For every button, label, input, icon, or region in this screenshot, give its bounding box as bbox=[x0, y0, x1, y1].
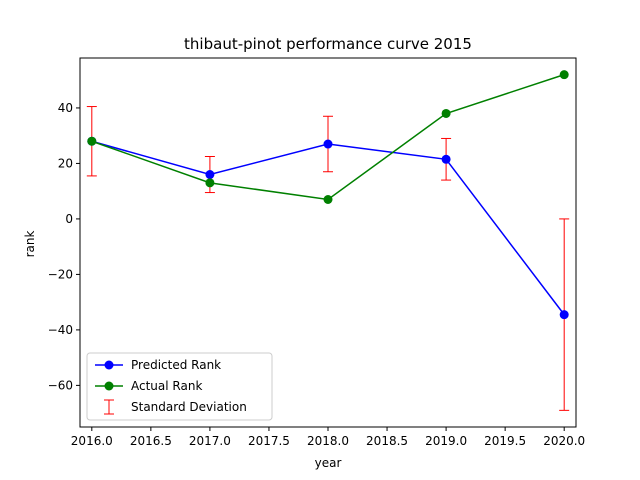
x-tick-label: 2017.5 bbox=[248, 434, 290, 448]
series-point-1 bbox=[323, 194, 333, 204]
legend-box bbox=[86, 352, 273, 421]
y-tick-label: −60 bbox=[48, 378, 73, 392]
legend-marker-handle bbox=[104, 360, 114, 370]
legend-label: Actual Rank bbox=[131, 379, 202, 393]
y-tick-label: 0 bbox=[65, 212, 73, 226]
x-tick-label: 2020.0 bbox=[543, 434, 585, 448]
x-tick-label: 2019.5 bbox=[484, 434, 526, 448]
series-point-1 bbox=[441, 108, 451, 118]
x-tick-label: 2018.0 bbox=[307, 434, 349, 448]
series-point-0 bbox=[559, 310, 569, 320]
y-tick-label: 20 bbox=[58, 156, 73, 170]
series-point-1 bbox=[205, 178, 215, 188]
legend-marker-handle bbox=[104, 381, 114, 391]
x-tick-label: 2017.0 bbox=[189, 434, 231, 448]
series-point-1 bbox=[87, 136, 97, 146]
x-tick-label: 2016.5 bbox=[130, 434, 172, 448]
x-tick-label: 2019.0 bbox=[425, 434, 467, 448]
series-point-0 bbox=[205, 170, 215, 180]
y-axis-title: rank bbox=[23, 231, 37, 258]
y-tick-label: −20 bbox=[48, 267, 73, 281]
x-axis-title: year bbox=[315, 456, 342, 470]
chart-title: thibaut-pinot performance curve 2015 bbox=[184, 35, 472, 53]
legend: Predicted Rank Actual Rank Standard Deviat… bbox=[86, 352, 273, 421]
legend-label: Predicted Rank bbox=[131, 358, 221, 372]
x-tick-label: 2016.0 bbox=[71, 434, 113, 448]
series-point-0 bbox=[323, 139, 333, 149]
series-point-0 bbox=[441, 154, 451, 164]
legend-label: Standard Deviation bbox=[131, 400, 247, 414]
plot-area: 2016.0 2016.5 2017.0 2017.5 2018.0 2018.5 2019… bbox=[48, 57, 585, 448]
x-tick-label: 2018.5 bbox=[366, 434, 408, 448]
series-point-1 bbox=[559, 70, 569, 80]
y-tick-label: 40 bbox=[58, 101, 73, 115]
y-tick-label: −40 bbox=[48, 323, 73, 337]
